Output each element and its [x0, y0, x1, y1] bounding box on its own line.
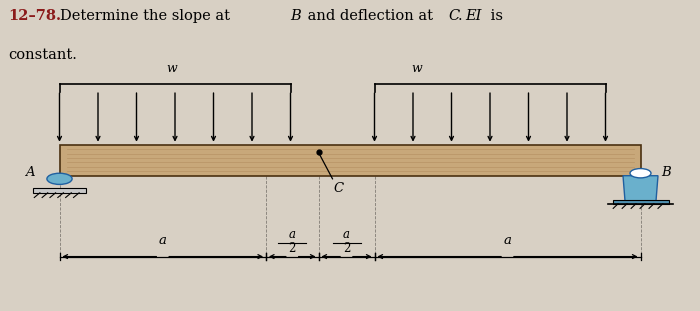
Text: 12–78.: 12–78. — [8, 9, 62, 23]
Polygon shape — [623, 176, 658, 202]
Text: A: A — [25, 166, 35, 179]
Text: a: a — [503, 234, 512, 247]
FancyBboxPatch shape — [60, 145, 640, 176]
Text: 2: 2 — [288, 242, 296, 255]
FancyBboxPatch shape — [612, 200, 668, 204]
Text: is: is — [486, 9, 503, 23]
Text: w: w — [166, 62, 177, 75]
Text: w: w — [411, 62, 422, 75]
Text: EI: EI — [466, 9, 482, 23]
Text: a: a — [343, 228, 350, 241]
Circle shape — [630, 169, 651, 178]
FancyBboxPatch shape — [33, 188, 86, 193]
Text: Determine the slope at: Determine the slope at — [60, 9, 234, 23]
Circle shape — [47, 173, 72, 184]
Text: .: . — [458, 9, 467, 23]
Text: B: B — [662, 166, 671, 179]
Text: and deflection at: and deflection at — [303, 9, 438, 23]
Text: 2: 2 — [343, 242, 350, 255]
Text: C: C — [334, 182, 344, 195]
Text: constant.: constant. — [8, 48, 77, 62]
Text: B: B — [290, 9, 301, 23]
Text: a: a — [159, 234, 167, 247]
Text: a: a — [288, 228, 295, 241]
Text: C: C — [448, 9, 459, 23]
